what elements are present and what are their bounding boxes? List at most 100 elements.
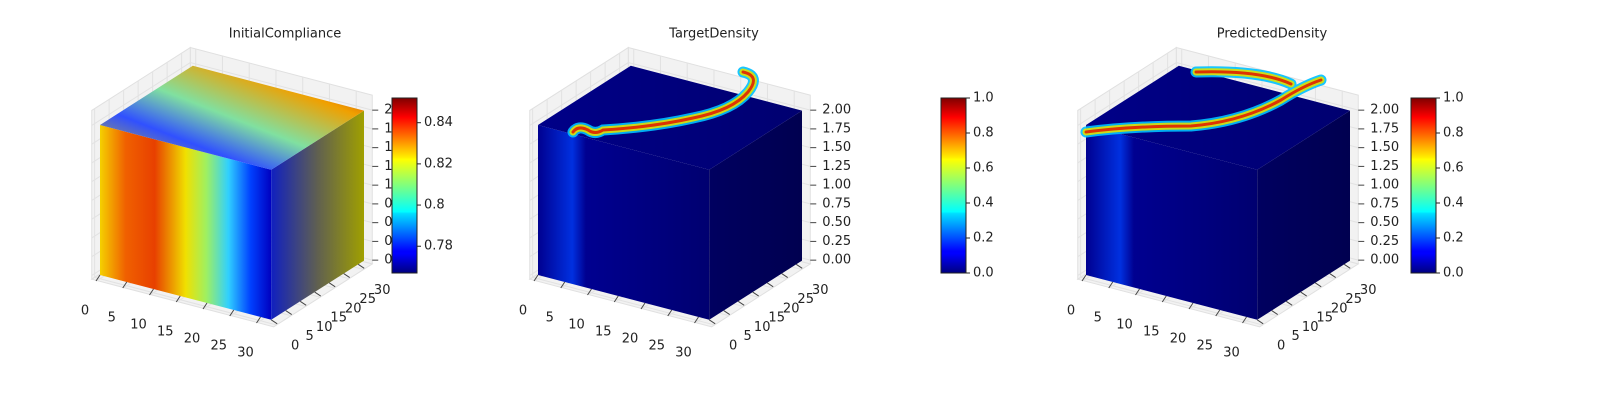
z-tick-label: 1.50 (822, 140, 851, 155)
voxel-face-front (538, 125, 710, 320)
y-tick (737, 300, 745, 306)
x-tick (613, 295, 619, 303)
colorbar-tick-label: 0.8 (973, 126, 994, 141)
x-tick-label: 10 (568, 318, 585, 333)
x-tick (202, 302, 208, 310)
y-tick (1300, 291, 1307, 297)
y-tick-label: 15 (768, 311, 785, 326)
voxel-face-right (709, 110, 802, 320)
y-tick-label: 20 (345, 301, 362, 316)
density-stroke (1084, 70, 1323, 134)
density-stroke (571, 70, 755, 134)
y-tick-label: 30 (1360, 283, 1377, 298)
z-tick-label: 2.00 (1370, 103, 1399, 118)
y-tick (766, 282, 774, 288)
colorbar-tick-label: 0.4 (973, 196, 994, 211)
y-tick (314, 291, 321, 297)
y-tick (1329, 273, 1336, 278)
z-tick-label: 0.50 (822, 215, 851, 230)
y-tick-label: 10 (1302, 320, 1319, 335)
y-tick (752, 291, 759, 297)
y-tick (357, 263, 365, 269)
y-tick-label: 15 (330, 311, 347, 326)
x-tick-label: 30 (237, 346, 254, 361)
voxel-face-right (1257, 110, 1350, 320)
x-tick-label: 25 (648, 339, 665, 354)
grid-line (94, 108, 277, 326)
colorbar-tick-label: 0.82 (424, 156, 453, 171)
voxel-face-front (100, 125, 272, 320)
colorbar-tick-label: 0.6 (973, 161, 994, 176)
x-tick (1188, 302, 1194, 310)
x-tick (560, 281, 566, 289)
colorbar-tick-label: 0.84 (424, 115, 453, 130)
z-tick-label: 1.25 (1370, 159, 1399, 174)
z-tick-label: 1.00 (1370, 178, 1399, 193)
x-tick (175, 295, 181, 303)
colorbar-tick-label: 1.0 (973, 91, 994, 106)
x-tick-label: 20 (1170, 332, 1187, 347)
x-tick-label: 20 (622, 332, 639, 347)
x-tick-label: 30 (675, 346, 692, 361)
y-tick-label: 30 (374, 283, 391, 298)
voxel-face-front (1086, 125, 1258, 320)
x-tick-label: 0 (1067, 304, 1075, 319)
x-tick (1081, 274, 1087, 282)
colorbar-tick-label: 1.0 (1443, 91, 1464, 106)
colorbar-tick-label: 0.8 (1443, 126, 1464, 141)
colorbar-tick-label: 0.0 (973, 266, 994, 281)
x-tick (1108, 281, 1114, 289)
x-tick-label: 20 (184, 332, 201, 347)
colorbar-tick-label: 0.2 (973, 231, 994, 246)
x-tick-label: 0 (519, 304, 527, 319)
voxel-face-right (271, 110, 364, 320)
y-tick (1314, 282, 1322, 288)
x-tick-label: 10 (130, 318, 147, 333)
x-tick (1161, 295, 1167, 303)
z-tick-label: 1.25 (822, 159, 851, 174)
density-structure (1080, 66, 1327, 138)
x-tick (256, 316, 261, 324)
subplot-title: TargetDensity (668, 27, 759, 42)
y-tick (723, 310, 730, 315)
y-tick-label: 0 (729, 338, 737, 353)
x-tick (1135, 288, 1140, 296)
z-tick-label: 0.25 (1370, 234, 1399, 249)
y-tick (1271, 310, 1278, 315)
x-tick-label: 5 (546, 311, 554, 326)
subplot-title: PredictedDensity (1217, 27, 1328, 42)
voxel-face-top (100, 65, 364, 170)
y-tick-label: 5 (744, 329, 752, 344)
z-tick-label: 0.50 (1370, 215, 1399, 230)
colorbar-tick-label: 0.0 (1443, 266, 1464, 281)
colorbar-tick-label: 0.4 (1443, 196, 1464, 211)
y-tick-label: 30 (812, 283, 829, 298)
y-tick (781, 273, 788, 278)
z-tick-label: 0.75 (822, 196, 851, 211)
x-tick (95, 274, 101, 282)
z-tick-label: 0.00 (822, 253, 851, 268)
x-tick (587, 288, 592, 296)
y-tick (299, 300, 307, 306)
x-tick (1215, 309, 1221, 317)
x-tick (640, 302, 646, 310)
y-tick-label: 20 (1331, 301, 1348, 316)
x-tick-label: 15 (157, 325, 174, 340)
z-tick-label: 1.75 (1370, 121, 1399, 136)
y-tick (708, 319, 716, 325)
y-tick-label: 0 (291, 338, 299, 353)
z-tick-label: 0.75 (1370, 196, 1399, 211)
x-tick (122, 281, 128, 289)
y-tick-label: 25 (1345, 292, 1362, 307)
z-tick-label: 0.00 (1370, 253, 1399, 268)
grid-line (532, 108, 715, 326)
y-tick-label: 10 (316, 320, 333, 335)
subplot-title: InitialCompliance (229, 27, 342, 42)
x-tick-label: 25 (210, 339, 227, 354)
colorbar-tick-label: 0.2 (1443, 231, 1464, 246)
y-tick-label: 25 (797, 292, 814, 307)
y-tick (1256, 319, 1264, 325)
grid-line (91, 62, 373, 126)
grid-line (1080, 108, 1263, 326)
